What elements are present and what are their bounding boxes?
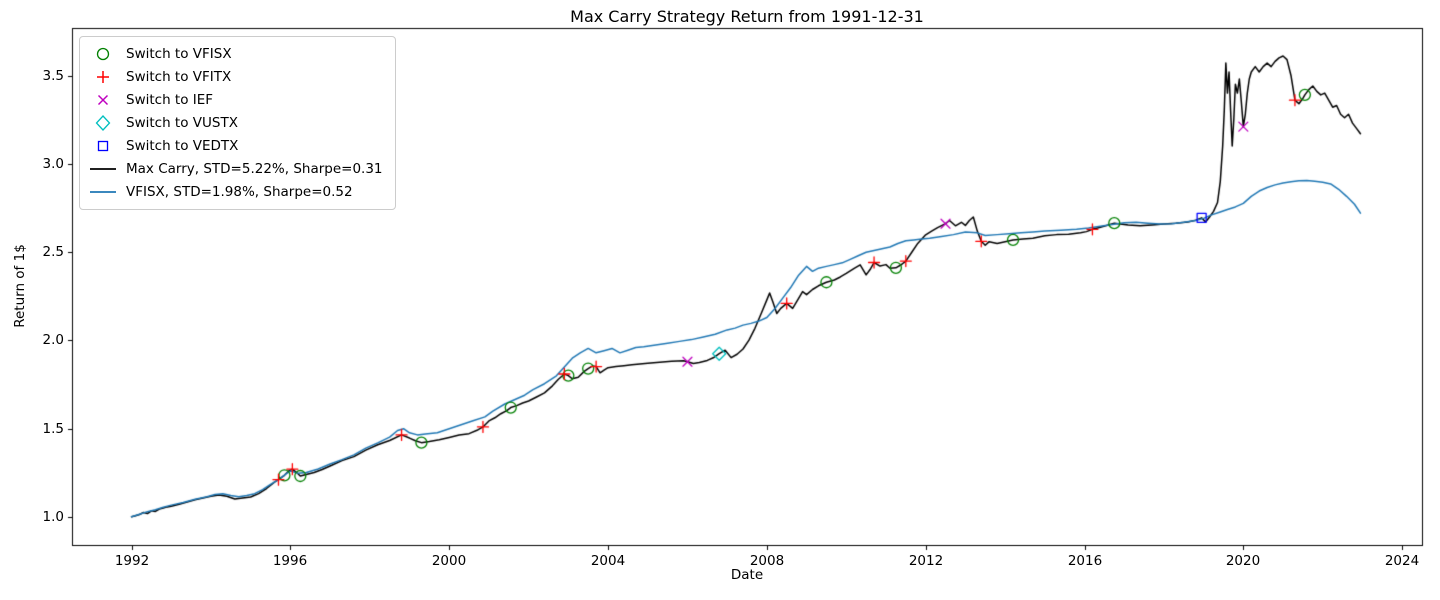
x-tick-label: 2000 bbox=[431, 553, 467, 569]
x-tick-label: 2008 bbox=[749, 553, 785, 569]
legend-item-switch-vfitx: Switch to VFITX bbox=[88, 67, 383, 87]
chart-title: Max Carry Strategy Return from 1991-12-3… bbox=[570, 7, 924, 26]
diamond-marker-icon bbox=[88, 114, 118, 132]
x-tick-label: 2012 bbox=[908, 553, 944, 569]
legend-label: Switch to IEF bbox=[126, 92, 214, 108]
legend-label: Switch to VFITX bbox=[126, 69, 232, 85]
x-tick-label: 2016 bbox=[1067, 553, 1103, 569]
y-axis-label: Return of 1$ bbox=[12, 244, 28, 328]
y-tick-label: 1.0 bbox=[42, 509, 64, 525]
legend-label: Max Carry, STD=5.22%, Sharpe=0.31 bbox=[126, 161, 383, 177]
y-tick-label: 3.0 bbox=[42, 156, 64, 172]
legend-label: Switch to VFISX bbox=[126, 46, 232, 62]
legend-item-switch-ief: Switch to IEF bbox=[88, 90, 383, 110]
legend-label: Switch to VEDTX bbox=[126, 138, 239, 154]
legend: Switch to VFISX Switch to VFITX Switch t… bbox=[79, 36, 396, 210]
x-tick-label: 1996 bbox=[272, 553, 308, 569]
legend-item-switch-vfisx: Switch to VFISX bbox=[88, 44, 383, 64]
x-axis-label: Date bbox=[730, 567, 764, 583]
y-tick-label: 2.0 bbox=[42, 332, 64, 348]
legend-label: VFISX, STD=1.98%, Sharpe=0.52 bbox=[126, 184, 353, 200]
square-marker-icon bbox=[88, 137, 118, 155]
y-tick-label: 2.5 bbox=[42, 244, 64, 260]
x-tick-label: 1992 bbox=[114, 553, 150, 569]
legend-item-switch-vustx: Switch to VUSTX bbox=[88, 113, 383, 133]
legend-item-switch-vedtx: Switch to VEDTX bbox=[88, 136, 383, 156]
y-tick-label: 1.5 bbox=[42, 421, 64, 437]
x-tick-label: 2020 bbox=[1225, 553, 1261, 569]
vfisx-line-icon bbox=[88, 183, 118, 201]
x-tick-label: 2004 bbox=[590, 553, 626, 569]
legend-item-max-carry-line: Max Carry, STD=5.22%, Sharpe=0.31 bbox=[88, 159, 383, 179]
x-tick-label: 2024 bbox=[1384, 553, 1420, 569]
x-marker-icon bbox=[88, 91, 118, 109]
max-carry-line-icon bbox=[88, 160, 118, 178]
legend-item-vfisx-line: VFISX, STD=1.98%, Sharpe=0.52 bbox=[88, 182, 383, 202]
legend-label: Switch to VUSTX bbox=[126, 115, 238, 131]
y-tick-label: 3.5 bbox=[42, 68, 64, 84]
plus-marker-icon bbox=[88, 68, 118, 86]
circle-marker-icon bbox=[88, 45, 118, 63]
